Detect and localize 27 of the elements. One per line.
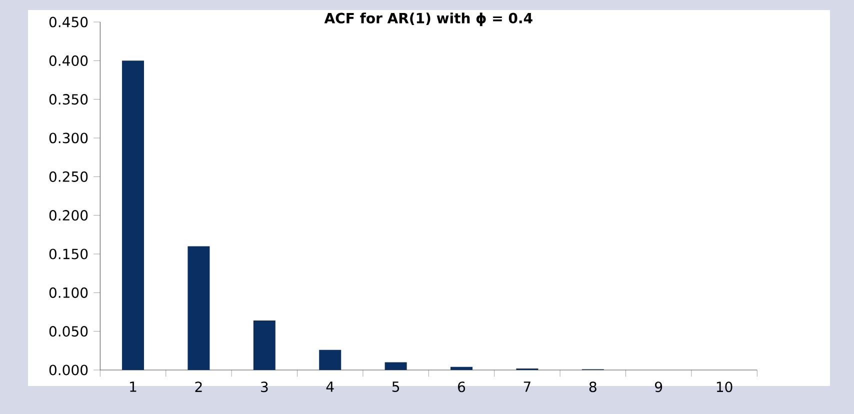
y-tick-label: 0.000	[49, 364, 88, 376]
x-tick-label: 9	[655, 382, 662, 392]
y-tick-label: 0.300	[49, 132, 88, 144]
x-tick-label: 6	[458, 382, 466, 392]
x-tick-label: 1	[130, 382, 136, 392]
x-tick-label: 2	[195, 382, 202, 392]
y-tick-label: 0.350	[49, 94, 88, 105]
x-tick-label: 5	[392, 382, 400, 392]
y-tick-label: 0.200	[49, 210, 88, 221]
chart-title: ACF for AR(1) with ϕ = 0.4	[324, 12, 532, 26]
bar	[319, 350, 342, 370]
y-tick-label: 0.100	[49, 287, 88, 298]
x-tick-label: 10	[716, 382, 732, 392]
x-tick-label: 8	[589, 382, 596, 392]
y-tick-label: 0.400	[49, 55, 88, 66]
y-tick-label: 0.050	[49, 326, 88, 337]
bar	[253, 320, 276, 370]
bar	[384, 362, 407, 370]
x-tick-label: 7	[524, 382, 530, 392]
bar	[450, 366, 473, 370]
bar	[122, 60, 144, 370]
x-tick-label: 3	[261, 382, 268, 392]
bar	[188, 246, 210, 370]
y-tick-label: 0.250	[49, 171, 88, 182]
y-tick-label: 0.150	[49, 248, 88, 260]
x-tick-label: 4	[326, 382, 334, 392]
y-tick-label: 0.450	[49, 16, 88, 28]
